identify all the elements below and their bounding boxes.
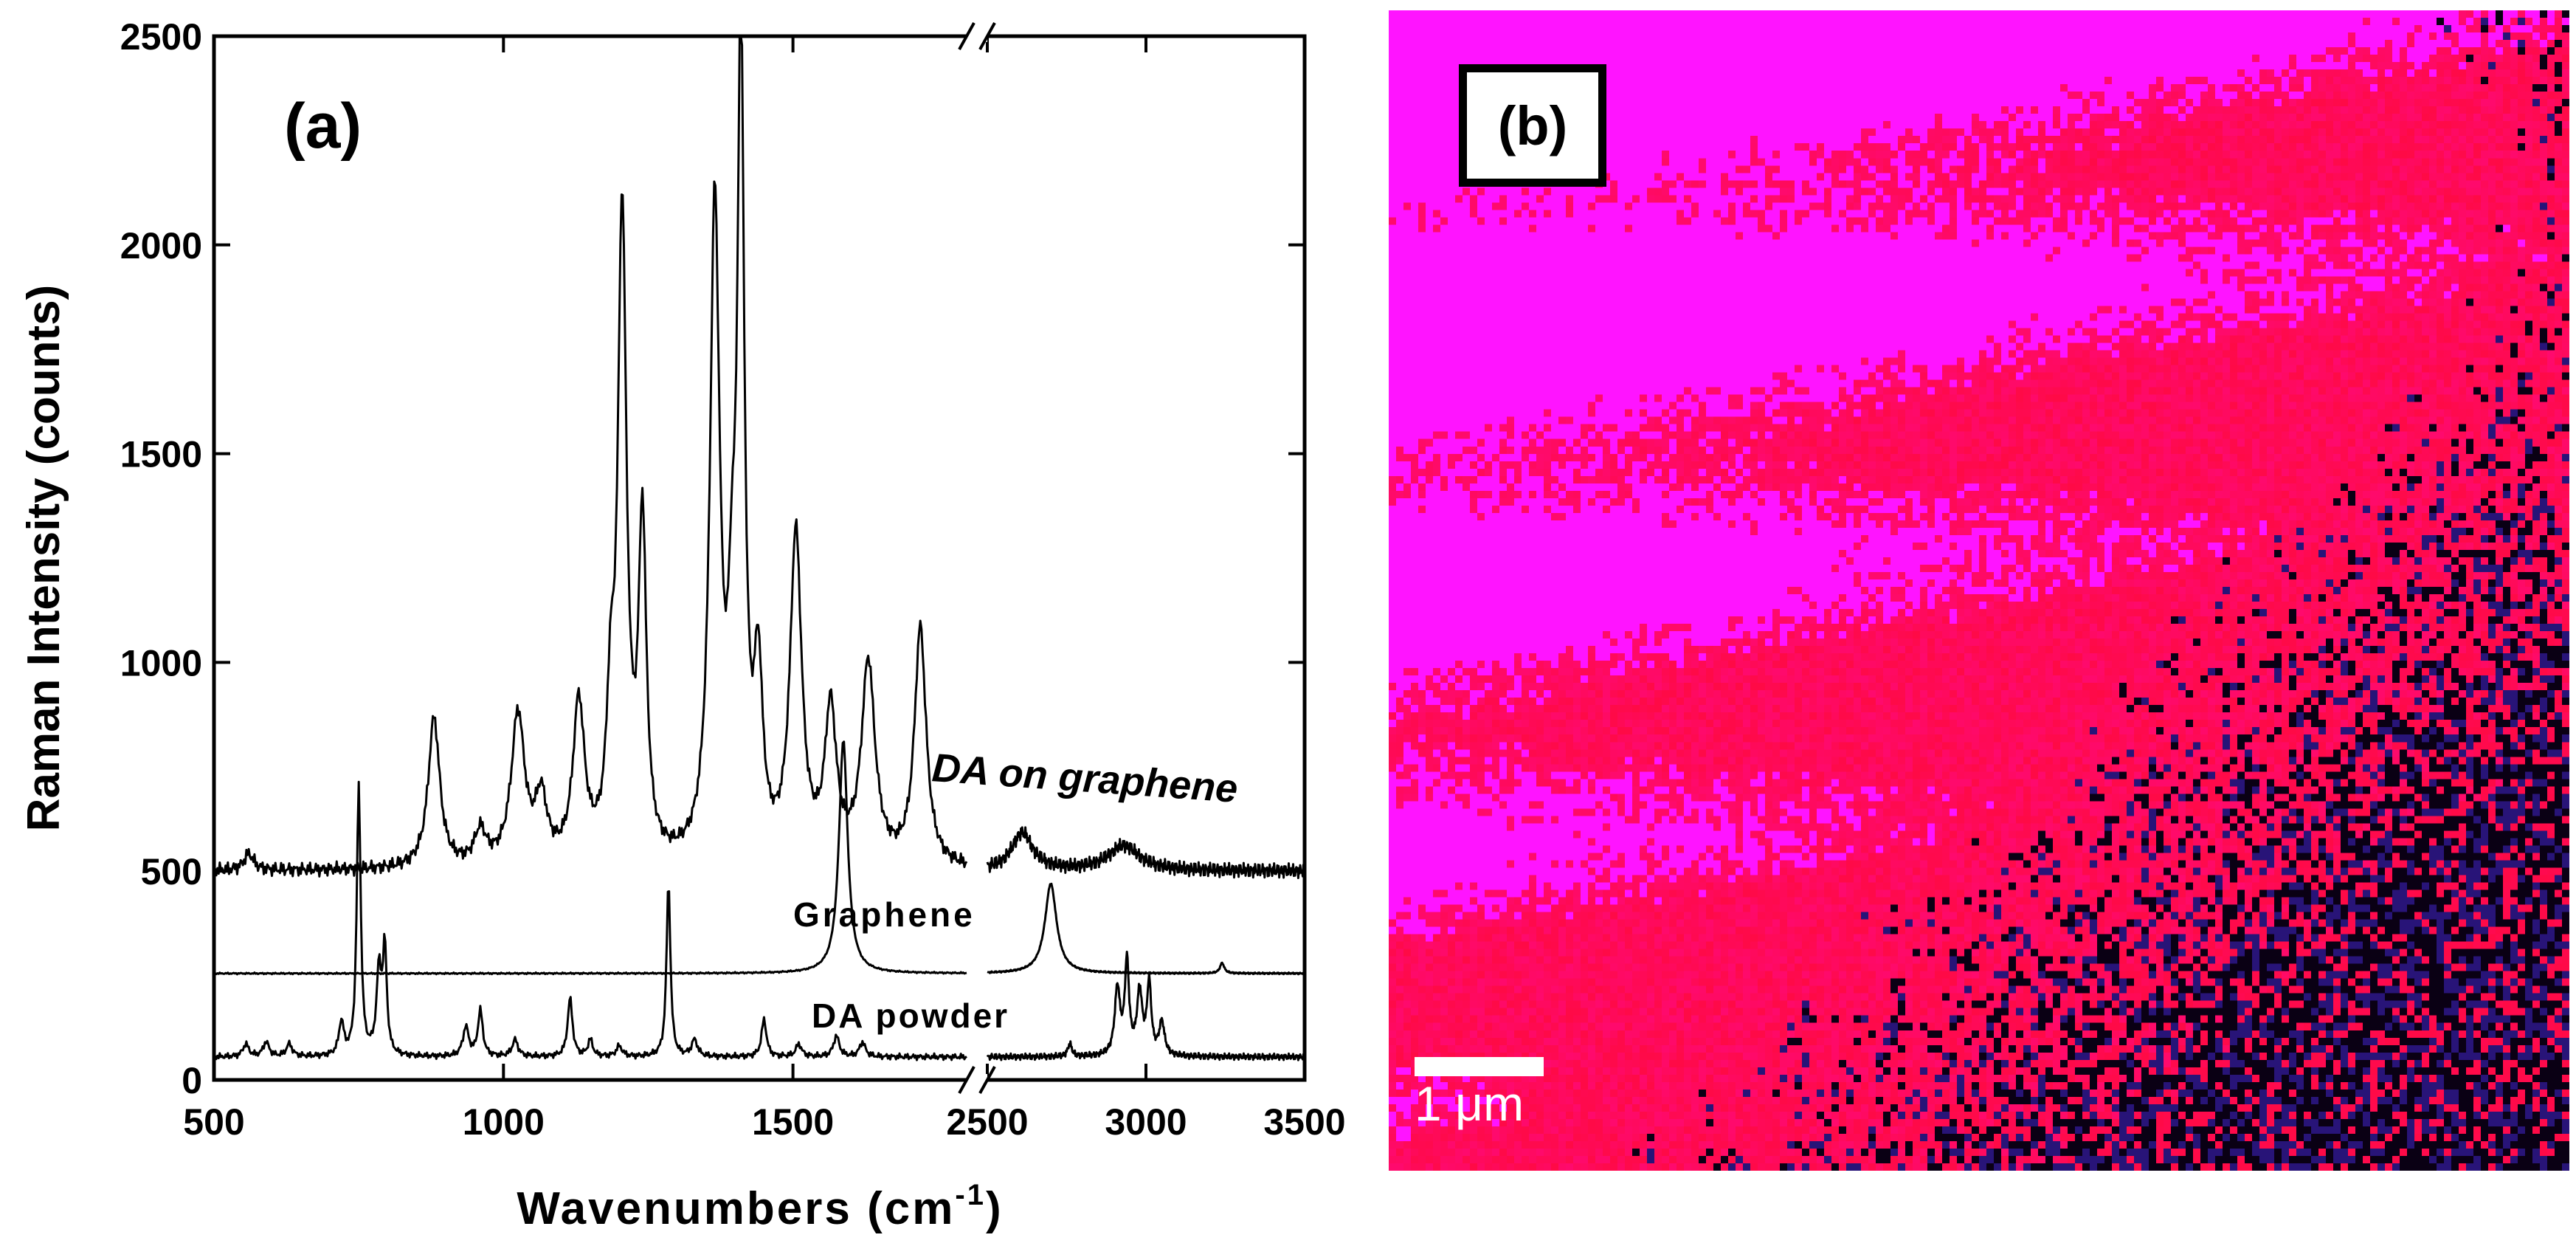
x-axis-label-unit-exponent: -1 — [955, 1179, 986, 1211]
x-axis-label-main: Wavenumbers (cm — [517, 1183, 955, 1234]
x-ticks: 500 1000 1500 2500 3000 3500 — [183, 36, 1346, 1143]
spectrum-line — [213, 740, 967, 976]
spectrum-line — [213, 35, 968, 878]
axis-break-slash — [958, 22, 976, 50]
scale-bar-label: 1 μm — [1415, 1076, 1524, 1131]
scale-bar — [1415, 1057, 1544, 1076]
y-tick-label: 2000 — [120, 225, 202, 266]
spectra — [213, 35, 1306, 1061]
y-tick-label: 1000 — [120, 642, 202, 684]
raman-spectrum-plot: 500 1000 1500 2500 3000 3500 0500100015002000… — [18, 16, 1346, 1234]
x-tick-label: 3500 — [1263, 1101, 1345, 1143]
panel-label-a: (a) — [284, 91, 362, 162]
annotation-da-powder: DA powder — [812, 997, 1009, 1035]
axis-break-slash — [978, 1066, 996, 1094]
y-axis-label: Raman Intensity (counts) — [18, 285, 69, 832]
y-tick-label: 0 — [182, 1060, 202, 1101]
x-axis-label-close: ) — [986, 1183, 1004, 1234]
y-tick-label: 500 — [141, 851, 202, 892]
x-tick-label: 1500 — [752, 1101, 834, 1143]
raman-intensity-map — [1389, 10, 2569, 1171]
axis-break-gap — [967, 30, 987, 42]
spectrum-line — [213, 780, 967, 1061]
x-tick-label: 3000 — [1105, 1101, 1187, 1143]
y-tick-label: 1500 — [120, 434, 202, 475]
axis-break-gap — [967, 1074, 987, 1086]
axis-break-slash — [958, 1066, 976, 1094]
x-tick-label: 2500 — [946, 1101, 1028, 1143]
y-tick-label: 2500 — [120, 16, 202, 58]
annotation-da-on-graphene: DA on graphene — [930, 746, 1239, 811]
raman-map-panel: (b) 1 μm — [1389, 10, 2569, 1171]
annotation-graphene: Graphene — [793, 895, 976, 934]
spectrum-line — [987, 882, 1306, 976]
x-tick-label: 1000 — [463, 1101, 545, 1143]
panel-label-b: (b) — [1459, 64, 1606, 187]
axis-break-slash — [978, 22, 996, 50]
axis-break-marks — [958, 22, 996, 1094]
y-ticks: 0 500 1000 1500 2000 2500 — [120, 16, 1305, 1101]
plot-frame — [212, 34, 1307, 1082]
x-axis-label: Wavenumbers (cm-1) — [517, 1179, 1003, 1234]
x-tick-label: 500 — [183, 1101, 244, 1143]
spectrum-line — [986, 950, 1306, 1061]
spectrum-line — [986, 826, 1306, 879]
